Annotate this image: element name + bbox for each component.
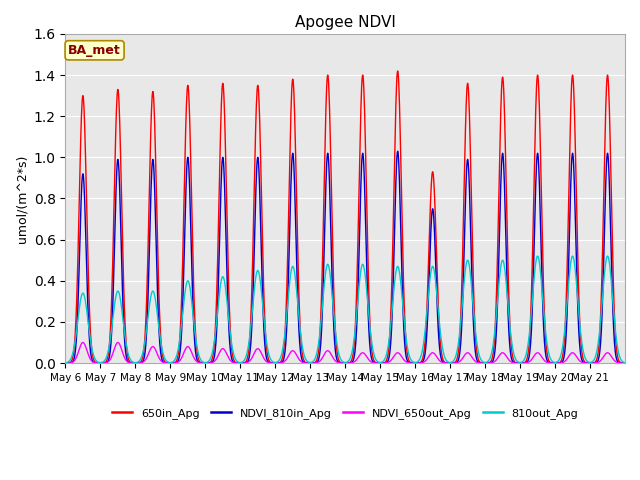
Line: NDVI_650out_Apg: NDVI_650out_Apg <box>65 342 625 363</box>
Legend: 650in_Apg, NDVI_810in_Apg, NDVI_650out_Apg, 810out_Apg: 650in_Apg, NDVI_810in_Apg, NDVI_650out_A… <box>108 404 582 423</box>
Line: 650in_Apg: 650in_Apg <box>65 71 625 363</box>
Text: BA_met: BA_met <box>68 44 121 57</box>
Line: 810out_Apg: 810out_Apg <box>65 256 625 363</box>
Y-axis label: umol/(m^2*s): umol/(m^2*s) <box>15 154 28 243</box>
Title: Apogee NDVI: Apogee NDVI <box>295 15 396 30</box>
Line: NDVI_810in_Apg: NDVI_810in_Apg <box>65 151 625 363</box>
